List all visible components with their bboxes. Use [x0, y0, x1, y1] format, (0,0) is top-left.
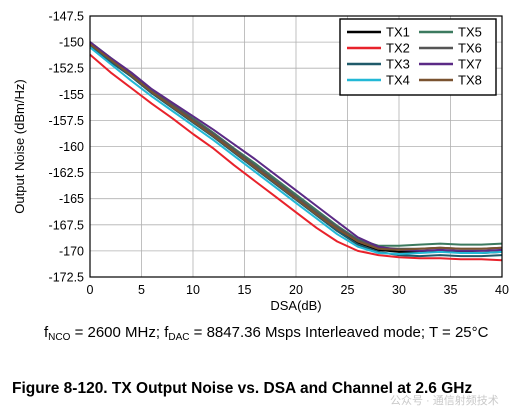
y-tick-label: -172.5: [49, 271, 84, 285]
y-tick-label: -150: [59, 36, 84, 50]
x-tick-label: 30: [392, 283, 406, 297]
f-nco-subscript: NCO: [48, 332, 71, 343]
legend-label-tx7: TX7: [458, 57, 482, 72]
x-tick-label: 0: [87, 283, 94, 297]
y-tick-label: -152.5: [49, 62, 84, 76]
x-tick-label: 25: [341, 283, 355, 297]
series-line-tx7: [89, 41, 503, 252]
test-conditions: fNCO = 2600 MHz; fDAC = 8847.36 Msps Int…: [44, 322, 514, 349]
series-line-tx2: [89, 53, 503, 262]
f-dac-value: = 8847.36 Msps Interleaved mode; T = 25°…: [189, 324, 489, 341]
f-dac-subscript: DAC: [168, 332, 190, 343]
f-nco-symbol: f: [44, 324, 49, 341]
series-line-tx8: [89, 43, 503, 251]
figure-caption: Figure 8-120. TX Output Noise vs. DSA an…: [12, 380, 473, 397]
x-tick-label: 20: [289, 283, 303, 297]
x-tick-label: 5: [138, 283, 145, 297]
legend-label-tx6: TX6: [458, 41, 482, 56]
series-line-tx4: [89, 46, 503, 255]
y-tick-label: -167.5: [49, 218, 84, 232]
legend-label-tx4: TX4: [386, 73, 410, 88]
y-tick-label: -147.5: [49, 10, 84, 24]
x-tick-label: 10: [186, 283, 200, 297]
series-lines: [89, 41, 503, 262]
x-tick-label: 15: [238, 283, 252, 297]
plot-frame: [89, 15, 503, 278]
y-tick-label: -170: [59, 244, 84, 258]
x-tick-label: 35: [444, 283, 458, 297]
x-tick-labels: 0 5 10 15 20 25 30 35 40: [87, 283, 509, 297]
f-dac-symbol: f: [164, 324, 169, 341]
y-axis-label: Output Noise (dBm/Hz): [12, 79, 27, 213]
y-tick-label: -160: [59, 140, 84, 154]
legend-label-tx2: TX2: [386, 41, 410, 56]
watermark: 公众号 · 通信射频技术: [390, 395, 499, 407]
f-nco-value: = 2600 MHz;: [70, 324, 165, 341]
y-tick-label: -162.5: [49, 166, 84, 180]
y-tick-label: -165: [59, 192, 84, 206]
x-tick-label: 40: [495, 283, 509, 297]
x-axis-label: DSA(dB): [270, 298, 321, 313]
y-tick-label: -155: [59, 88, 84, 102]
y-tick-label: -157.5: [49, 114, 84, 128]
chart: -147.5 -150 -152.5 -155 -157.5 -160 -162.5 -165…: [12, 10, 509, 314]
legend-label-tx8: TX8: [458, 73, 482, 88]
legend-label-tx5: TX5: [458, 25, 482, 40]
legend-label-tx3: TX3: [386, 57, 410, 72]
legend-label-tx1: TX1: [386, 25, 410, 40]
y-tick-labels: -147.5 -150 -152.5 -155 -157.5 -160 -162.5 -165…: [49, 10, 84, 285]
